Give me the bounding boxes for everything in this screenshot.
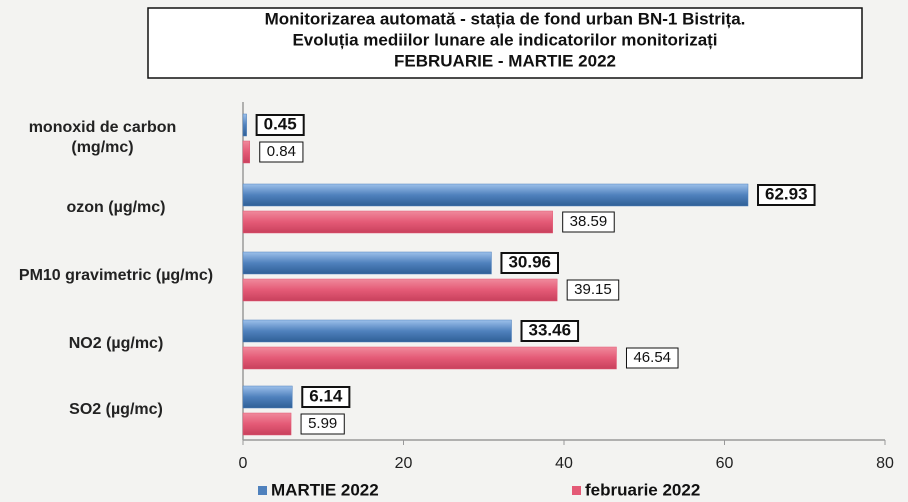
y-tick-label: PM10 gravimetric (µg/mc)	[18, 267, 214, 284]
bar	[242, 210, 553, 234]
value-label: 6.14	[309, 386, 343, 405]
value-label: 5.99	[308, 415, 337, 432]
value-label: 46.54	[633, 349, 671, 366]
y-tick-label: monoxid de carbon (mg/mc)	[28, 119, 177, 156]
value-label-box	[757, 184, 816, 206]
value-label: 30.96	[508, 252, 551, 271]
value-label-box	[300, 413, 345, 435]
legend-swatch	[572, 486, 581, 495]
legend-label: februarie 2022	[585, 480, 700, 499]
legend-swatch	[258, 486, 267, 495]
value-label: 33.46	[529, 320, 572, 339]
value-label-box	[566, 279, 620, 301]
bar	[242, 251, 492, 275]
value-label-box	[259, 141, 304, 163]
chart-title: Monitorizarea automată - stația de fond …	[265, 9, 746, 28]
x-tick-label: 40	[555, 455, 573, 472]
bar	[242, 346, 617, 370]
value-label: 38.59	[570, 213, 608, 230]
bar	[242, 113, 247, 137]
y-tick-label: SO2 (µg/mc)	[69, 401, 163, 418]
x-tick-label: 20	[395, 455, 413, 472]
bar	[242, 183, 749, 207]
x-tick-label: 60	[716, 455, 734, 472]
value-label: 39.15	[574, 281, 612, 298]
y-tick-label: NO2 (µg/mc)	[68, 335, 164, 352]
value-label-box	[500, 252, 560, 274]
legend-label: MARTIE 2022	[271, 480, 379, 499]
bar	[242, 140, 250, 164]
value-label: 0.84	[267, 143, 296, 160]
value-label-box	[562, 211, 615, 233]
chart-title: Evoluția mediilor lunare ale indicatoril…	[292, 30, 717, 49]
value-label-box	[520, 320, 580, 342]
bar	[242, 278, 558, 302]
chart-title: FEBRUARIE - MARTIE 2022	[394, 51, 616, 70]
value-label-box	[255, 114, 305, 136]
bar	[242, 385, 293, 409]
bar	[242, 412, 292, 436]
value-label-box	[625, 347, 679, 369]
value-label: 62.93	[765, 184, 808, 203]
y-tick-label: ozon (µg/mc)	[66, 199, 166, 216]
title-box	[147, 7, 863, 79]
x-tick-label: 80	[876, 455, 894, 472]
value-label-box	[301, 386, 351, 408]
x-tick-label: 0	[239, 455, 248, 472]
value-label: 0.45	[264, 114, 297, 133]
bar	[242, 319, 512, 343]
